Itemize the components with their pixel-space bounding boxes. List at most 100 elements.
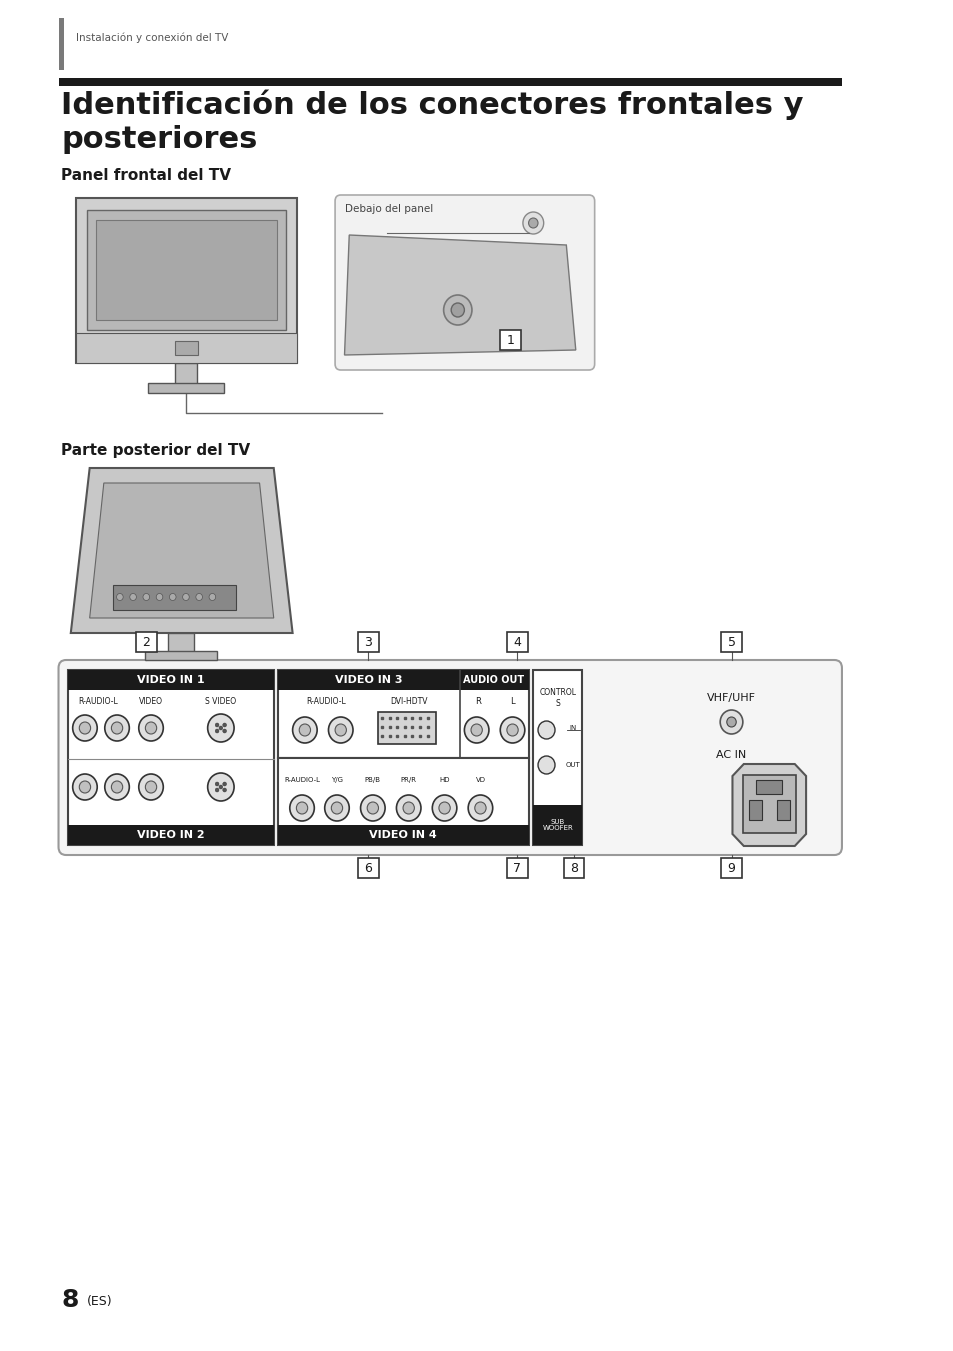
Bar (357, 632, 378, 653)
Bar (87, 209, 286, 330)
Bar (278, 825, 528, 844)
Bar (278, 670, 459, 690)
Circle shape (223, 723, 226, 727)
Bar (563, 858, 583, 878)
Circle shape (299, 724, 311, 736)
Text: VIDEO IN 3: VIDEO IN 3 (335, 676, 402, 685)
Circle shape (499, 717, 524, 743)
Circle shape (522, 212, 543, 234)
Text: 3: 3 (364, 635, 372, 648)
Circle shape (143, 593, 150, 600)
Text: OUT: OUT (565, 762, 579, 767)
Text: CONTROL
S: CONTROL S (538, 688, 576, 708)
Bar (533, 670, 581, 844)
Circle shape (331, 802, 342, 815)
Polygon shape (71, 467, 293, 634)
Polygon shape (90, 484, 274, 617)
Text: Instalación y conexión del TV: Instalación y conexión del TV (75, 32, 228, 43)
Circle shape (432, 794, 456, 821)
Circle shape (328, 717, 353, 743)
Circle shape (438, 802, 450, 815)
Bar (499, 330, 520, 350)
Circle shape (145, 721, 156, 734)
Bar (68, 825, 274, 844)
Circle shape (182, 593, 189, 600)
Polygon shape (344, 235, 576, 355)
Circle shape (195, 593, 202, 600)
Bar (742, 775, 795, 834)
Text: VIDEO IN 1: VIDEO IN 1 (137, 676, 205, 685)
Text: PR/R: PR/R (400, 777, 416, 784)
Circle shape (112, 781, 123, 793)
Circle shape (537, 721, 555, 739)
Bar (58, 78, 841, 86)
Circle shape (79, 781, 91, 793)
Text: 8: 8 (61, 1288, 79, 1312)
Circle shape (324, 794, 349, 821)
Text: S VIDEO: S VIDEO (205, 697, 236, 707)
Text: Identificación de los conectores frontales y: Identificación de los conectores frontal… (61, 89, 803, 120)
Text: R-AUDIO-L: R-AUDIO-L (306, 697, 345, 707)
Circle shape (215, 788, 219, 792)
Circle shape (105, 774, 130, 800)
Circle shape (215, 730, 219, 734)
Bar (174, 340, 198, 355)
Polygon shape (732, 765, 805, 846)
Text: 6: 6 (364, 862, 372, 874)
Bar (135, 632, 156, 653)
Bar (377, 712, 436, 744)
FancyBboxPatch shape (335, 195, 594, 370)
Text: 4: 4 (513, 635, 520, 648)
Circle shape (138, 715, 163, 740)
Circle shape (451, 303, 464, 317)
Bar (145, 651, 217, 661)
Circle shape (219, 725, 223, 730)
Text: 5: 5 (727, 635, 735, 648)
FancyBboxPatch shape (58, 661, 841, 855)
Text: HD: HD (439, 777, 450, 784)
Text: Debajo del panel: Debajo del panel (344, 204, 433, 213)
Bar (278, 670, 528, 758)
Circle shape (528, 218, 537, 228)
Bar (58, 18, 64, 70)
Circle shape (79, 721, 91, 734)
Bar (278, 758, 528, 844)
Circle shape (116, 593, 123, 600)
Bar (113, 585, 235, 611)
Bar (148, 382, 223, 393)
Circle shape (293, 717, 316, 743)
Circle shape (471, 724, 482, 736)
Circle shape (726, 717, 736, 727)
Text: R-AUDIO-L: R-AUDIO-L (284, 777, 319, 784)
Circle shape (156, 593, 163, 600)
Text: R-AUDIO-L: R-AUDIO-L (78, 697, 118, 707)
Bar (506, 858, 527, 878)
Circle shape (130, 593, 136, 600)
Text: Parte posterior del TV: Parte posterior del TV (61, 443, 251, 458)
Text: VIDEO IN 2: VIDEO IN 2 (137, 830, 205, 840)
Circle shape (112, 721, 123, 734)
Circle shape (720, 711, 742, 734)
Text: VIDEO: VIDEO (139, 697, 163, 707)
Text: 8: 8 (569, 862, 578, 874)
Circle shape (209, 593, 215, 600)
Bar (720, 632, 741, 653)
Bar (756, 780, 781, 794)
Text: VIDEO IN 4: VIDEO IN 4 (369, 830, 436, 840)
Bar (75, 332, 297, 363)
Bar (68, 670, 274, 690)
Bar (459, 670, 528, 690)
Text: 1: 1 (506, 334, 514, 346)
Text: R: R (476, 697, 481, 707)
Text: DVI-HDTV: DVI-HDTV (390, 697, 427, 707)
Circle shape (208, 773, 233, 801)
Circle shape (443, 295, 472, 326)
Bar (506, 632, 527, 653)
Bar (748, 800, 760, 820)
Bar (533, 805, 581, 844)
Bar (720, 858, 741, 878)
Circle shape (208, 713, 233, 742)
Circle shape (402, 802, 414, 815)
Text: IN: IN (569, 725, 576, 731)
Circle shape (367, 802, 378, 815)
